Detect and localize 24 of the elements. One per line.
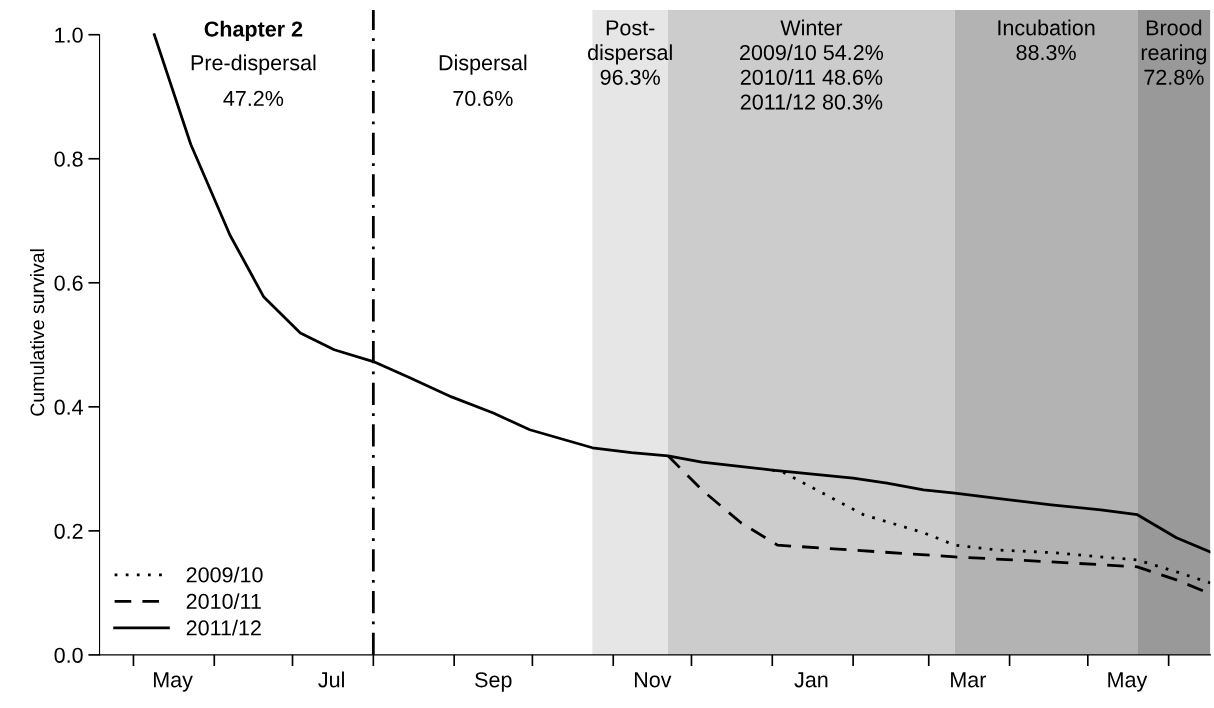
annotation: Chapter 2	[204, 20, 303, 41]
band-label: Post- dispersal 96.3%	[588, 20, 672, 85]
x-tick-label: Jul	[318, 671, 344, 688]
x-tick-label: Nov	[634, 672, 672, 688]
y-tick-label: 0.8	[54, 151, 83, 167]
x-tick-label: Jan	[794, 672, 828, 688]
band-label: Brood rearing 72.8%	[1141, 19, 1206, 85]
band-label: Incubation 88.3%	[998, 19, 1095, 61]
x-tick-label: Mar	[951, 672, 987, 688]
x-tick-label: May	[1108, 672, 1148, 692]
legend-label: 2011/12	[186, 619, 261, 636]
y-tick-label: 0.6	[54, 275, 83, 291]
y-tick-label: 1.0	[55, 27, 83, 43]
annotation: Pre-dispersal 47.2%	[191, 54, 316, 106]
legend-label: 2009/10	[186, 566, 263, 583]
y-tick-label: 0.4	[54, 399, 83, 415]
y-tick-label: 0.0	[54, 647, 83, 663]
x-tick-label: May	[153, 672, 193, 692]
band-label: Winter 2009/10 54.2% 2010/11 48.6% 2011/12 80.3%	[740, 19, 884, 110]
legend-label: 2010/11	[186, 593, 261, 610]
annotation: Dispersal 70.6%	[439, 54, 527, 107]
y-tick-label: 0.2	[54, 523, 83, 539]
x-tick-label: Sep	[475, 672, 512, 692]
y-axis-title: Cumulative survival	[29, 249, 45, 416]
